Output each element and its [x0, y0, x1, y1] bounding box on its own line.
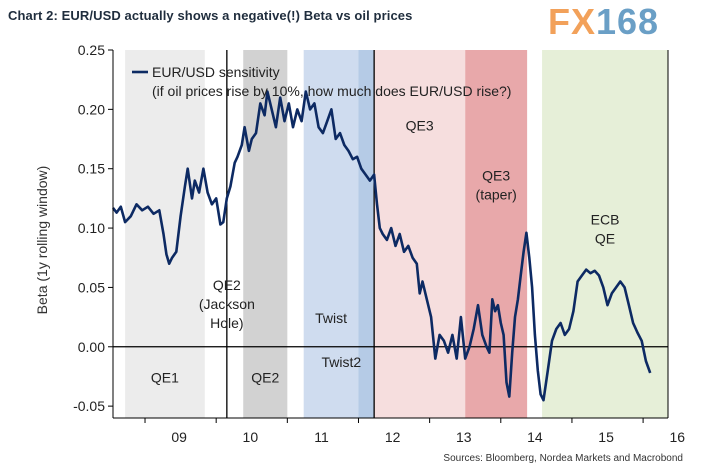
x-tick-label: 16 [669, 429, 685, 445]
x-tick-label: 15 [598, 429, 614, 445]
region-label: (taper) [476, 187, 517, 203]
annotation-jackson-hole: Hole) [210, 315, 243, 331]
x-tick-label: 09 [171, 429, 187, 445]
region-qe1 [125, 50, 205, 418]
y-tick-label: 0.15 [78, 161, 105, 177]
region-labels: QE1 QE2 Twist Twist2 QE3 QE3 (taper) ECB QE QE2 (J… [151, 118, 619, 386]
region-label: QE3 [406, 118, 434, 134]
region-qe3-taper [465, 50, 528, 418]
x-tick-label: 12 [385, 429, 401, 445]
x-tick-label: 13 [456, 429, 472, 445]
y-tick-label: 0.20 [78, 101, 105, 117]
y-tick-label: 0.10 [78, 220, 105, 236]
region-label: ECB [591, 212, 620, 228]
chart-title: Chart 2: EUR/USD actually shows a negati… [8, 8, 413, 23]
region-ecb-qe [542, 50, 668, 418]
legend-label-line2: (if oil prices rise by 10%, how much doe… [152, 83, 511, 99]
x-tick-label: 10 [243, 429, 259, 445]
y-tick-label: 0.25 [78, 42, 105, 58]
source-note: Sources: Bloomberg, Nordea Markets and M… [443, 453, 683, 464]
region-label: QE2 [251, 369, 279, 385]
shaded-regions [125, 50, 668, 418]
legend-label-line1: EUR/USD sensitivity [152, 64, 280, 80]
x-tick-label: 14 [527, 429, 543, 445]
region-label: Twist2 [321, 354, 361, 370]
region-label: QE3 [482, 168, 510, 184]
series-line-eurusd-sensitivity [111, 90, 652, 402]
axes: -0.05 0.00 0.05 0.10 0.15 0.20 0.25 09 10 11 12 13 1… [73, 42, 685, 445]
annotation-jackson-hole: QE2 [213, 277, 241, 293]
series-group [111, 90, 652, 402]
region-label: Twist [315, 310, 347, 326]
fx168-logo: FX168 [548, 1, 660, 42]
annotation-jackson-hole: (Jackson [199, 296, 255, 312]
y-axis-label: Beta (1y rolling window) [34, 166, 50, 315]
y-tick-label: -0.05 [73, 398, 105, 414]
region-label: QE [595, 231, 615, 247]
y-tick-label: 0.05 [78, 279, 105, 295]
event-lines [226, 50, 375, 418]
y-tick-label: 0.00 [78, 339, 105, 355]
x-tick-label: 11 [314, 429, 329, 445]
region-twist2 [358, 50, 375, 418]
region-label: QE1 [151, 369, 179, 385]
legend: EUR/USD sensitivity (if oil prices rise b… [132, 64, 511, 99]
